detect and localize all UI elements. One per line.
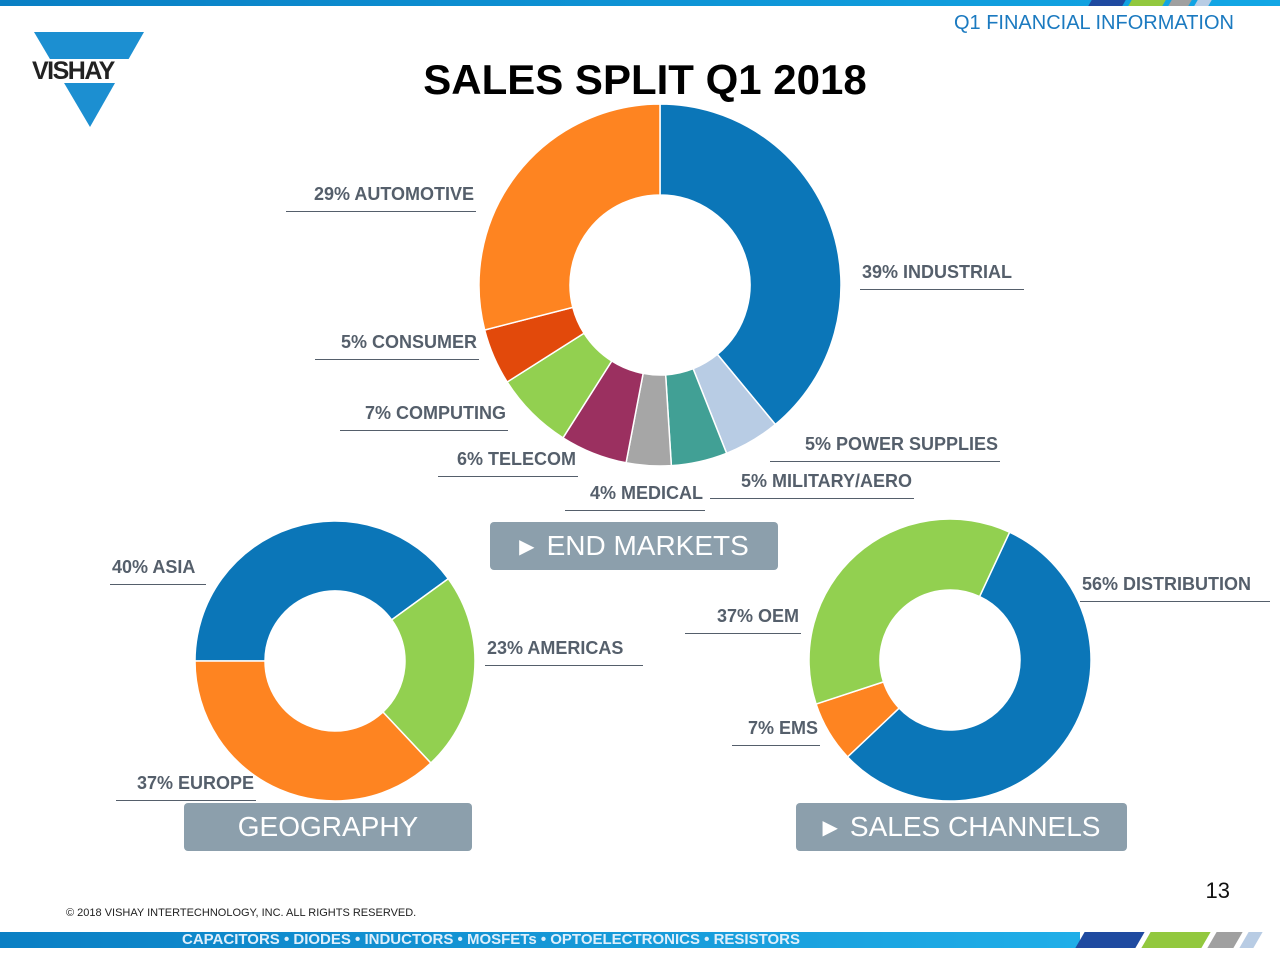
slice-label-europe: 37% EUROPE — [116, 773, 256, 801]
play-triangle-icon: ▶ — [519, 535, 535, 558]
slice-label-consumer: 5% CONSUMER — [315, 332, 479, 360]
slice-label-ems: 7% EMS — [732, 718, 820, 746]
slice-label-automotive: 29% AUTOMOTIVE — [286, 184, 476, 212]
page-title: SALES SPLIT Q1 2018 — [423, 56, 867, 103]
slice-label-telecom: 6% TELECOM — [438, 449, 578, 477]
bottom-stripes — [1075, 932, 1263, 948]
vishay-logo: VISHAY — [30, 32, 150, 137]
slice-industrial — [659, 103, 842, 426]
top-bar — [0, 0, 1280, 6]
sales-channels-title: SALES CHANNELS — [849, 811, 1101, 842]
slice-americas — [381, 577, 476, 765]
slice-label-computing: 7% COMPUTING — [340, 403, 508, 431]
geography-title: GEOGRAPHY — [237, 811, 419, 842]
end-markets-label: ▶ END MARKETS — [490, 522, 778, 570]
slice-label-oem: 37% OEM — [685, 606, 801, 634]
slice-automotive — [478, 103, 661, 331]
section-header: Q1 FINANCIAL INFORMATION — [953, 12, 1234, 34]
slice-label-medical: 4% MEDICAL — [565, 483, 705, 511]
slice-label-military-aero: 5% MILITARY/AERO — [710, 471, 914, 499]
page-number: 13 — [1205, 878, 1230, 903]
sales-channels-label: ▶ SALES CHANNELS — [796, 803, 1127, 851]
end-markets-title: END MARKETS — [546, 530, 749, 561]
slice-label-power-supplies: 5% POWER SUPPLIES — [770, 434, 1000, 462]
geography-label: GEOGRAPHY — [184, 803, 472, 851]
slice-label-industrial: 39% INDUSTRIAL — [860, 262, 1024, 290]
copyright: © 2018 VISHAY INTERTECHNOLOGY, INC. ALL … — [66, 907, 417, 919]
slice-label-distribution: 56% DISTRIBUTION — [1080, 574, 1270, 602]
svg-text:VISHAY: VISHAY — [32, 57, 116, 85]
slice-asia — [194, 520, 450, 662]
slice-label-americas: 23% AMERICAS — [485, 638, 643, 666]
slice-oem — [808, 518, 1011, 705]
play-triangle-icon: ▶ — [822, 816, 838, 839]
slice-europe — [194, 660, 432, 802]
product-bar: CAPACITORS • DIODES • INDUCTORS • MOSFET… — [0, 932, 1080, 948]
slice-distribution — [846, 531, 1092, 802]
slice-label-asia: 40% ASIA — [110, 557, 206, 585]
